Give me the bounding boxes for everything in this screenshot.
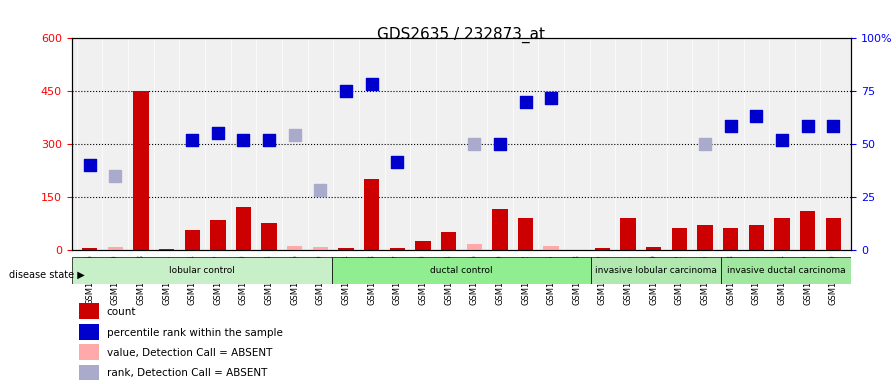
- Point: [493, 141, 507, 147]
- Point: [185, 137, 200, 144]
- Point: [544, 95, 558, 101]
- Bar: [313, 247, 328, 250]
- Point: [339, 88, 353, 94]
- Point: [519, 99, 533, 105]
- Point: [314, 187, 328, 193]
- Point: [262, 137, 276, 144]
- Bar: [82, 248, 98, 250]
- Bar: [236, 207, 251, 250]
- Point: [82, 162, 97, 168]
- Bar: [441, 232, 456, 250]
- Bar: [80, 303, 99, 319]
- Bar: [749, 225, 764, 250]
- Point: [365, 81, 379, 87]
- Bar: [80, 324, 99, 340]
- Bar: [492, 209, 508, 250]
- Bar: [544, 246, 559, 250]
- FancyBboxPatch shape: [721, 257, 851, 284]
- FancyBboxPatch shape: [332, 257, 591, 284]
- Bar: [672, 228, 687, 250]
- Text: value, Detection Call = ABSENT: value, Detection Call = ABSENT: [107, 348, 272, 358]
- Text: GDS2635 / 232873_at: GDS2635 / 232873_at: [377, 27, 546, 43]
- Text: rank, Detection Call = ABSENT: rank, Detection Call = ABSENT: [107, 368, 267, 378]
- Bar: [800, 211, 815, 250]
- Bar: [339, 248, 354, 250]
- Bar: [134, 91, 149, 250]
- Bar: [108, 247, 123, 250]
- FancyBboxPatch shape: [72, 257, 332, 284]
- FancyBboxPatch shape: [591, 257, 721, 284]
- Bar: [595, 248, 610, 250]
- Text: disease state ▶: disease state ▶: [9, 270, 85, 280]
- Point: [108, 173, 123, 179]
- Point: [211, 131, 225, 137]
- Bar: [518, 218, 533, 250]
- Point: [237, 137, 251, 144]
- Bar: [287, 246, 303, 250]
- Text: count: count: [107, 306, 136, 316]
- Text: ductal control: ductal control: [430, 266, 493, 275]
- Bar: [211, 220, 226, 250]
- Text: percentile rank within the sample: percentile rank within the sample: [107, 328, 282, 338]
- Text: invasive ductal carcinoma: invasive ductal carcinoma: [727, 266, 846, 275]
- Point: [723, 123, 737, 129]
- Bar: [185, 230, 200, 250]
- Bar: [159, 248, 174, 250]
- Point: [390, 159, 404, 165]
- Bar: [774, 218, 789, 250]
- Point: [467, 141, 481, 147]
- Bar: [80, 344, 99, 360]
- Point: [800, 123, 814, 129]
- Bar: [697, 225, 712, 250]
- Point: [749, 113, 763, 119]
- Bar: [467, 244, 482, 250]
- Bar: [620, 218, 636, 250]
- Point: [775, 137, 789, 144]
- Text: invasive lobular carcinoma: invasive lobular carcinoma: [595, 266, 718, 275]
- Text: lobular control: lobular control: [168, 266, 235, 275]
- Bar: [364, 179, 379, 250]
- Bar: [825, 218, 841, 250]
- Bar: [390, 248, 405, 250]
- Point: [698, 141, 712, 147]
- Bar: [80, 364, 99, 381]
- Bar: [415, 241, 431, 250]
- Bar: [262, 223, 277, 250]
- Point: [826, 123, 840, 129]
- Bar: [723, 228, 738, 250]
- Bar: [646, 247, 661, 250]
- Point: [288, 132, 302, 138]
